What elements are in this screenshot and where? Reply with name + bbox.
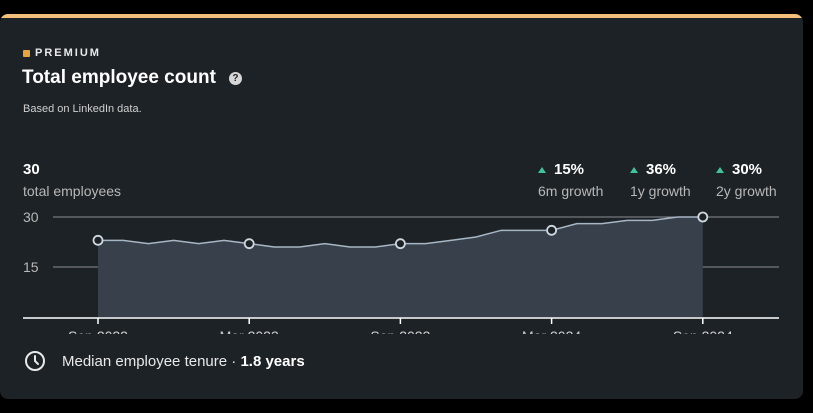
total-employee-count: 30	[23, 161, 40, 178]
x-tick-label: Sep 2023	[370, 328, 430, 334]
premium-accent-bar	[0, 14, 803, 18]
card-title: Total employee count	[22, 67, 216, 88]
growth-1y: 36% 1y growth	[630, 161, 691, 199]
growth-up-arrow-icon	[716, 166, 724, 173]
median-tenure: Median employee tenure · 1.8 years	[62, 353, 305, 370]
total-employee-label: total employees	[23, 183, 122, 199]
growth-up-arrow-icon	[538, 166, 546, 173]
tenure-row: Median employee tenure · 1.8 years	[24, 350, 305, 372]
median-tenure-value: 1.8 years	[240, 352, 305, 370]
employee-count-chart: 15 30 Sep 2022 Mar 2023 Sep 2023 Mar 2024 Sep …	[23, 209, 779, 334]
y-tick-label: 30	[23, 209, 39, 225]
data-point	[92, 234, 104, 246]
x-tick-label: Sep 2024	[673, 328, 733, 334]
growth-up-arrow-icon	[630, 166, 638, 173]
card-header: Total employee count ?	[22, 67, 242, 89]
data-point	[243, 238, 255, 250]
data-point	[546, 224, 557, 236]
premium-label: PREMIUM	[35, 47, 101, 59]
data-point	[394, 238, 406, 250]
growth-value: 15%	[554, 161, 585, 178]
data-point	[697, 211, 709, 223]
median-tenure-label: Median employee tenure ·	[62, 352, 241, 370]
growth-label: 6m growth	[538, 183, 604, 199]
employee-count-card: PREMIUM Total employee count ? Based on …	[0, 14, 803, 399]
x-tick-label: Mar 2023	[220, 328, 279, 334]
help-icon[interactable]: ?	[228, 71, 242, 85]
growth-label: 1y growth	[630, 183, 691, 199]
premium-icon	[23, 49, 30, 57]
growth-6m: 15% 6m growth	[538, 161, 603, 199]
growth-value: 30%	[732, 161, 763, 178]
x-tick-label: Sep 2022	[68, 328, 128, 334]
clock-icon	[25, 351, 45, 371]
growth-2y: 30% 2y growth	[716, 161, 777, 199]
growth-label: 2y growth	[716, 183, 777, 199]
x-tick-label: Mar 2024	[522, 328, 581, 334]
premium-badge: PREMIUM	[23, 47, 101, 59]
growth-value: 36%	[646, 161, 677, 178]
y-tick-label: 15	[23, 259, 39, 275]
card-subtitle: Based on LinkedIn data.	[23, 103, 142, 115]
area-fill	[98, 217, 703, 317]
